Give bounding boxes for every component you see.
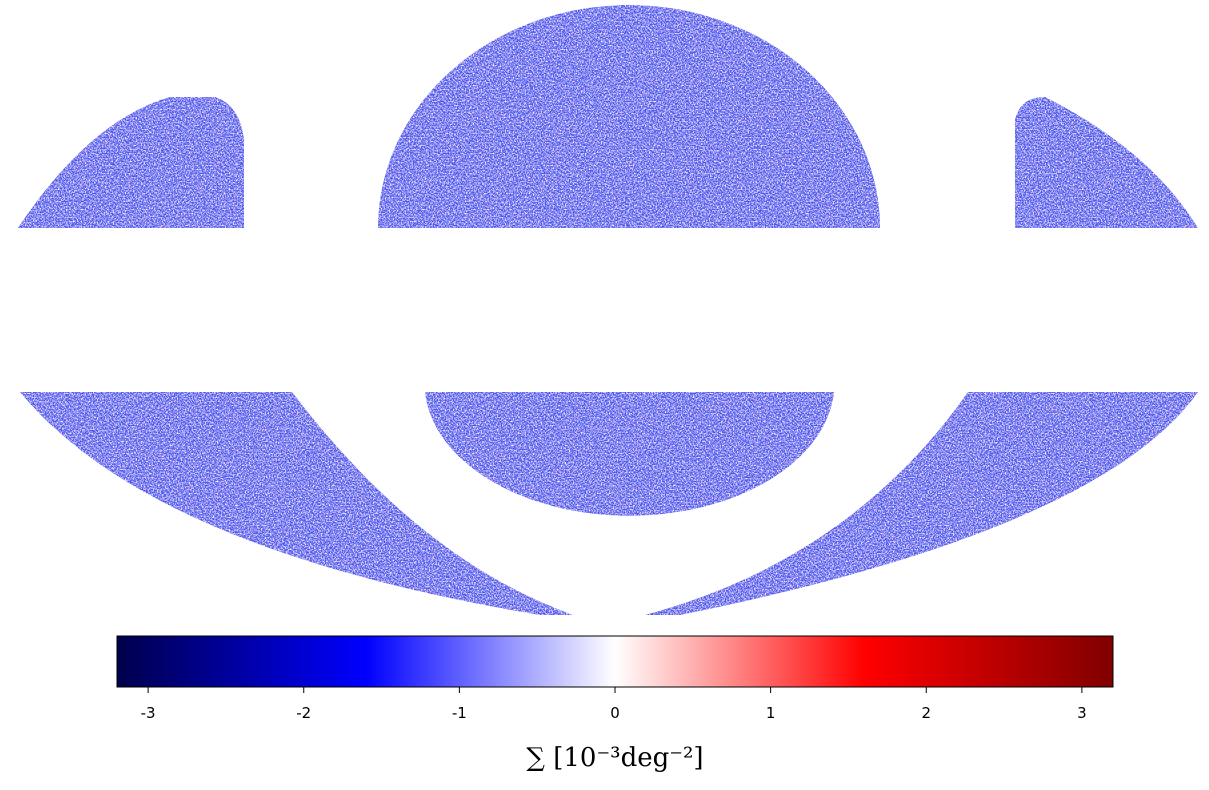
- map-texture: [18, 5, 1198, 615]
- sky-map: [18, 5, 1198, 615]
- tick-label: -2: [296, 704, 311, 722]
- tick-label: -3: [141, 704, 156, 722]
- tick-label: 3: [1077, 704, 1087, 722]
- tick-label: 2: [921, 704, 931, 722]
- colorbar-label: ∑ [10⁻³deg⁻²]: [526, 743, 703, 773]
- tick-label: -1: [452, 704, 467, 722]
- colorbar: [116, 635, 1114, 688]
- tick-label: 1: [766, 704, 776, 722]
- tick-label: 0: [610, 704, 620, 722]
